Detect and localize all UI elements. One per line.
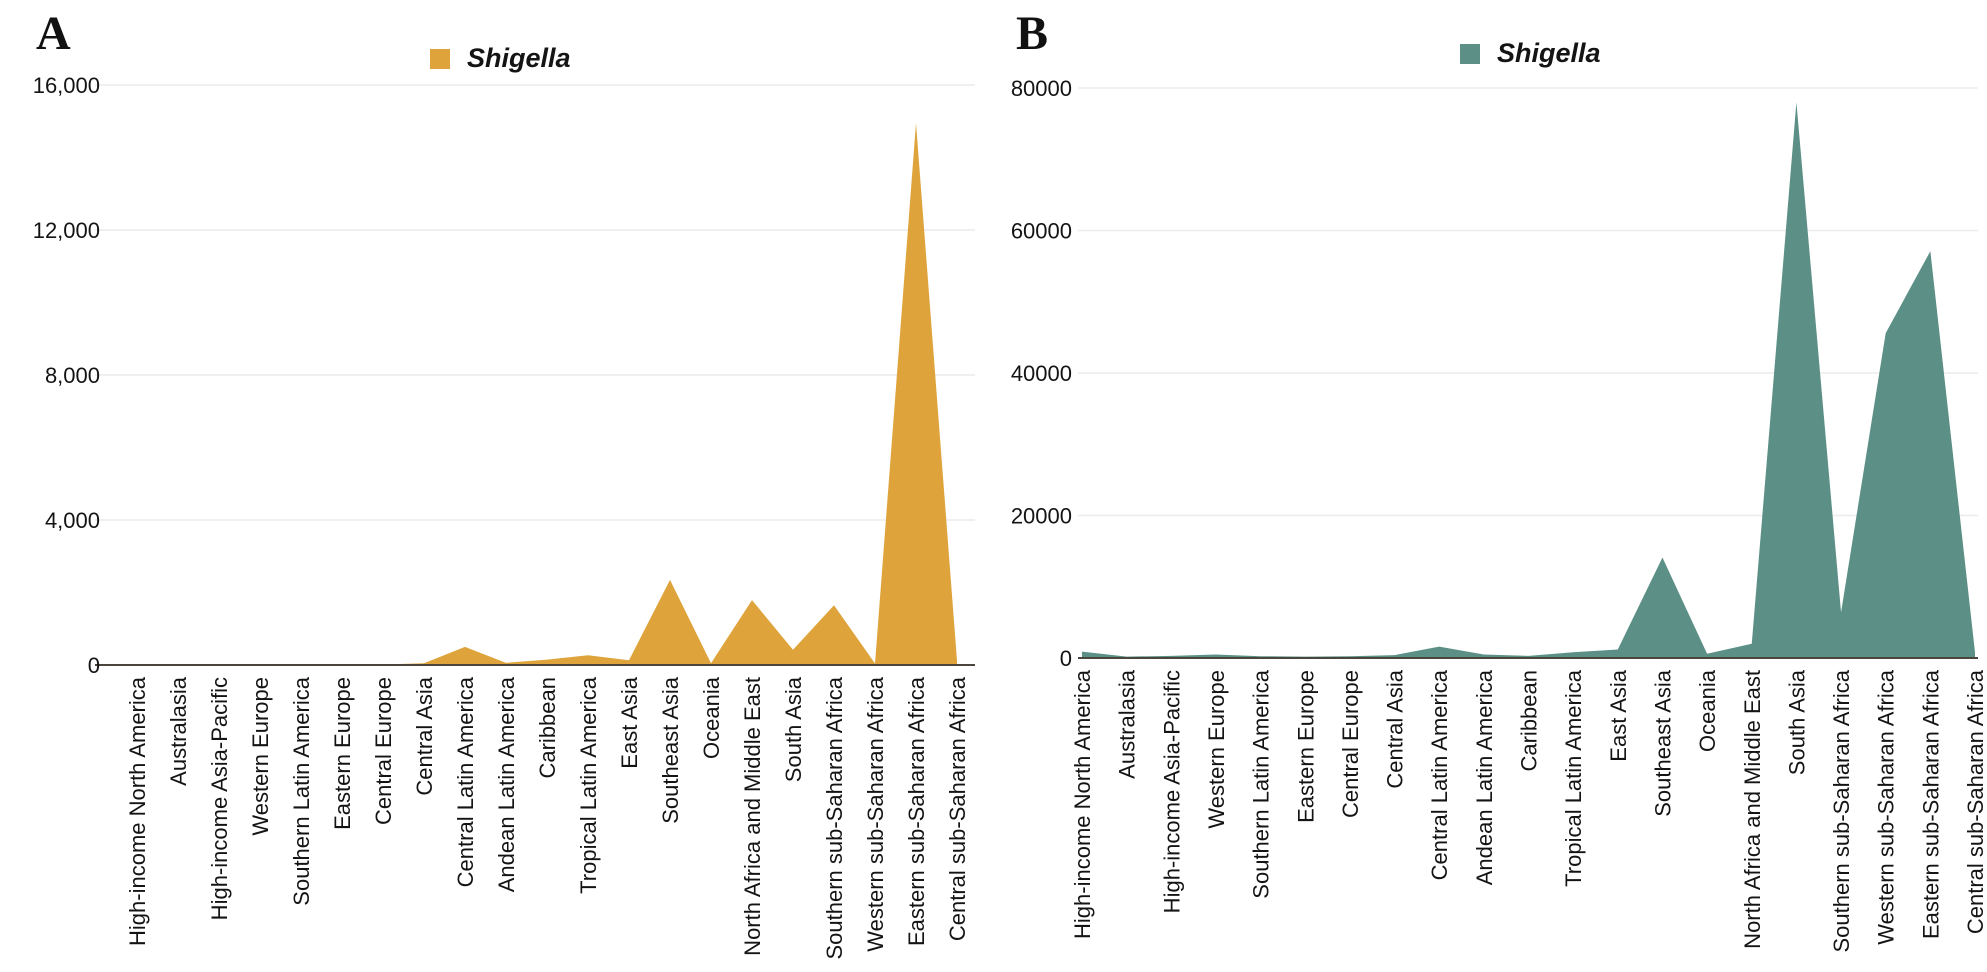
x-tick-label: Southern sub-Saharan Africa — [1829, 669, 1854, 952]
x-tick-label: Tropical Latin America — [576, 676, 601, 894]
x-tick-label: Australasia — [1115, 669, 1140, 779]
x-tick-label: Eastern sub-Saharan Africa — [904, 676, 929, 946]
legend-a-series-label: Shigella — [467, 43, 571, 73]
x-tick-label: Central Europe — [371, 677, 396, 825]
x-tick-label: North Africa and Middle East — [740, 677, 765, 956]
y-tick-label: 4,000 — [45, 508, 100, 533]
x-tick-label: Central Latin America — [1427, 669, 1452, 880]
y-tick-label: 60000 — [1011, 219, 1072, 244]
y-tick-label: 80000 — [1011, 76, 1072, 101]
panel-a: 0 4,000 8,000 12,000 16,000 High-income North… — [33, 73, 975, 960]
legend-b: Shigella — [1460, 40, 1601, 67]
x-tick-label: Central sub-Saharan Africa — [1963, 669, 1987, 934]
x-tick-label: Southeast Asia — [658, 676, 683, 824]
x-tick-label: Southeast Asia — [1650, 669, 1675, 817]
x-tick-label: Central Asia — [1383, 669, 1408, 788]
x-tick-label: Central Asia — [412, 676, 437, 795]
y-tick-label: 20000 — [1011, 504, 1072, 529]
x-tick-label: High-income Asia-Pacific — [1159, 670, 1184, 913]
x-tick-label: South Asia — [1784, 669, 1809, 775]
x-tick-label: South Asia — [781, 676, 806, 782]
panel-a-label: A — [36, 7, 71, 60]
x-tick-label: Andean Latin America — [494, 676, 519, 892]
x-tick-label: Western sub-Saharan Africa — [863, 676, 888, 951]
y-tick-label: 8,000 — [45, 363, 100, 388]
y-tick-label: 0 — [1060, 646, 1072, 671]
area-series-shigella — [1082, 102, 1975, 658]
legend-b-swatch — [1460, 43, 1480, 64]
x-tick-label: East Asia — [1606, 669, 1631, 761]
y-tick-label: 12,000 — [33, 218, 100, 243]
legend-a: Shigella — [430, 45, 571, 72]
x-tick-label: Central Europe — [1338, 670, 1363, 818]
x-tick-label: North Africa and Middle East — [1740, 670, 1765, 949]
panel-b-label: B — [1016, 7, 1049, 60]
x-tick-label: High-income Asia-Pacific — [207, 677, 232, 920]
panel-b: 0 20000 40000 60000 80000 High-income North A… — [1011, 76, 1987, 953]
legend-a-swatch — [430, 48, 450, 69]
y-tick-label: 40000 — [1011, 361, 1072, 386]
x-tick-label: Caribbean — [1517, 670, 1542, 772]
x-tick-label: Southern Latin America — [1249, 669, 1274, 898]
x-tick-label: Oceania — [1695, 669, 1720, 752]
x-tick-label: Southern sub-Saharan Africa — [822, 676, 847, 959]
x-tick-label: Western Europe — [1204, 670, 1229, 829]
y-tick-label: 16,000 — [33, 73, 100, 98]
x-tick-label: High-income North America — [125, 676, 150, 946]
x-tick-label: Eastern Europe — [330, 677, 355, 830]
x-tick-label: Tropical Latin America — [1561, 669, 1586, 887]
x-tick-label: Western Europe — [248, 677, 273, 836]
x-tick-label: Australasia — [166, 676, 191, 786]
x-tick-label: Western sub-Saharan Africa — [1874, 669, 1899, 944]
x-tick-label: East Asia — [617, 676, 642, 768]
x-tick-label: Oceania — [699, 676, 724, 759]
x-tick-label: Southern Latin America — [289, 676, 314, 905]
x-tick-label: Central sub-Saharan Africa — [945, 676, 970, 941]
x-tick-label: High-income North America — [1070, 669, 1095, 939]
x-tick-label: Andean Latin America — [1472, 669, 1497, 885]
x-tick-label: Central Latin America — [453, 676, 478, 887]
x-tick-label: Caribbean — [535, 677, 560, 779]
legend-b-series-label: Shigella — [1497, 38, 1601, 68]
x-tick-label: Eastern Europe — [1293, 670, 1318, 823]
x-tick-label: Eastern sub-Saharan Africa — [1918, 669, 1943, 939]
area-series-shigella — [137, 123, 957, 665]
y-tick-label: 0 — [88, 653, 100, 678]
